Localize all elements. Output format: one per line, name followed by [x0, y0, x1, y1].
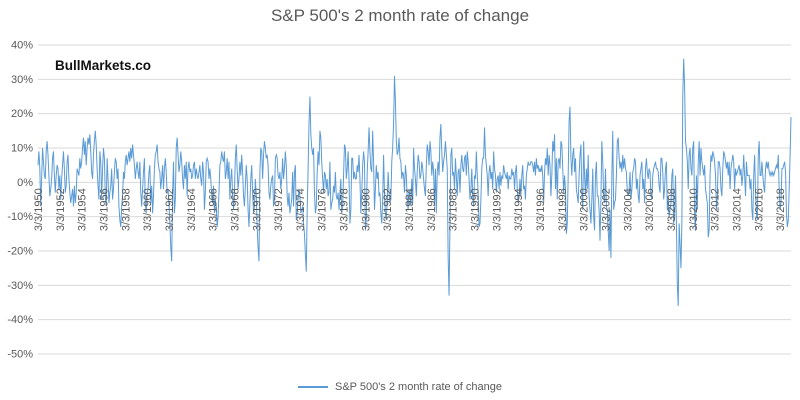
x-axis-tick-label: 3/3/1954 — [77, 188, 89, 231]
x-axis-tick: 3/3/1966 — [208, 188, 220, 231]
x-axis-tick-label: 3/3/2016 — [753, 188, 765, 231]
x-axis-tick-label: 3/3/1984 — [404, 188, 416, 231]
y-axis-tick-label: -50% — [7, 349, 33, 361]
x-axis-tick-label: 3/3/1992 — [491, 188, 503, 231]
x-axis-tick-label: 3/3/2004 — [622, 188, 634, 231]
x-axis-tick: 3/3/1954 — [77, 188, 89, 231]
legend: S&P 500's 2 month rate of change — [0, 381, 800, 393]
x-axis-tick-label: 3/3/2018 — [775, 188, 787, 231]
x-axis-tick: 3/3/1996 — [535, 188, 547, 231]
x-axis-tick: 3/3/1994 — [513, 188, 525, 231]
x-axis-tick-label: 3/3/1956 — [99, 188, 111, 231]
x-axis-tick: 3/3/1992 — [491, 188, 503, 231]
x-axis-tick: 3/3/1964 — [186, 188, 198, 231]
x-axis-tick: 3/3/2008 — [666, 188, 678, 231]
x-axis-tick-label: 3/3/1986 — [426, 188, 438, 231]
x-axis-tick-label: 3/3/1980 — [360, 188, 372, 231]
x-axis-tick-label: 3/3/1974 — [295, 188, 307, 231]
x-axis-tick: 3/3/2018 — [775, 188, 787, 231]
x-axis-tick: 3/3/2004 — [622, 188, 634, 231]
y-axis-tick-label: 20% — [11, 108, 33, 120]
x-axis-tick-label: 3/3/2002 — [601, 188, 613, 231]
x-axis-tick: 3/3/1990 — [470, 188, 482, 231]
x-axis-tick-label: 3/3/1972 — [273, 188, 285, 231]
x-axis-tick-label: 3/3/1966 — [208, 188, 220, 231]
x-axis-tick: 3/3/2014 — [731, 188, 743, 231]
x-axis-tick: 3/3/2000 — [579, 188, 591, 231]
x-axis-tick-label: 3/3/1988 — [448, 188, 460, 231]
x-axis-tick-label: 3/3/2008 — [666, 188, 678, 231]
x-axis-tick: 3/3/1972 — [273, 188, 285, 231]
y-axis-tick-label: 40% — [11, 40, 33, 52]
legend-label: S&P 500's 2 month rate of change — [334, 381, 502, 393]
x-axis-tick: 3/3/1978 — [339, 188, 351, 231]
x-axis-tick-label: 3/3/1964 — [186, 188, 198, 231]
x-axis-tick-label: 3/3/2010 — [688, 188, 700, 231]
x-axis-tick: 3/3/1958 — [120, 188, 132, 231]
x-axis-tick-label: 3/3/1962 — [164, 188, 176, 231]
y-axis-tick-label: -30% — [7, 280, 33, 292]
x-axis-tick: 3/3/1950 — [33, 188, 45, 231]
x-axis-tick: 3/3/1970 — [251, 188, 263, 231]
x-axis-tick-label: 3/3/1990 — [470, 188, 482, 231]
x-axis-tick-label: 3/3/1998 — [557, 188, 569, 231]
x-axis-tick-label: 3/3/1978 — [339, 188, 351, 231]
y-axis-tick-label: -20% — [7, 246, 33, 258]
x-axis-tick: 3/3/2006 — [644, 188, 656, 231]
x-axis-tick-label: 3/3/1960 — [142, 188, 154, 231]
x-axis-tick-label: 3/3/2000 — [579, 188, 591, 231]
x-axis-tick-label: 3/3/1976 — [317, 188, 329, 231]
x-axis-tick: 3/3/1960 — [142, 188, 154, 231]
x-axis-tick: 3/3/1984 — [404, 188, 416, 231]
y-axis-tick-label: 0% — [17, 177, 33, 189]
x-axis-tick-label: 3/3/1982 — [382, 188, 394, 231]
x-axis-tick: 3/3/1998 — [557, 188, 569, 231]
x-axis-tick: 3/3/2016 — [753, 188, 765, 231]
x-axis-tick: 3/3/1980 — [360, 188, 372, 231]
x-axis-tick: 3/3/1974 — [295, 188, 307, 231]
x-axis-tick-label: 3/3/1994 — [513, 188, 525, 231]
x-axis-tick-label: 3/3/1952 — [55, 188, 67, 231]
x-axis-tick: 3/3/1986 — [426, 188, 438, 231]
x-axis-tick: 3/3/1968 — [229, 188, 241, 231]
x-axis-tick: 3/3/2010 — [688, 188, 700, 231]
x-axis-tick: 3/3/1976 — [317, 188, 329, 231]
x-axis-tick-label: 3/3/2012 — [710, 188, 722, 231]
x-axis-tick-label: 3/3/1950 — [33, 188, 45, 231]
y-axis-tick-label: 30% — [11, 74, 33, 86]
x-axis-tick-label: 3/3/1970 — [251, 188, 263, 231]
x-axis-tick: 3/3/2012 — [710, 188, 722, 231]
x-axis-tick: 3/3/1988 — [448, 188, 460, 231]
x-axis-tick: 3/3/1956 — [99, 188, 111, 231]
x-axis-tick: 3/3/1982 — [382, 188, 394, 231]
x-axis-tick-label: 3/3/2006 — [644, 188, 656, 231]
y-axis-tick-label: 10% — [11, 143, 33, 155]
chart-title: S&P 500's 2 month rate of change — [270, 6, 530, 25]
x-axis-tick: 3/3/1952 — [55, 188, 67, 231]
watermark-bullmarkets: BullMarkets.co — [55, 58, 152, 73]
x-axis-tick-label: 3/3/1968 — [229, 188, 241, 231]
y-axis-tick-label: -40% — [7, 314, 33, 326]
x-axis-tick-label: 3/3/1996 — [535, 188, 547, 231]
x-axis-tick: 3/3/1962 — [164, 188, 176, 231]
x-axis-tick-label: 3/3/2014 — [731, 188, 743, 231]
y-axis-tick-label: -10% — [7, 211, 33, 223]
x-axis-tick-label: 3/3/1958 — [120, 188, 132, 231]
series-line — [37, 58, 792, 306]
x-axis-tick: 3/3/2002 — [601, 188, 613, 231]
legend-line-swatch — [297, 386, 328, 388]
